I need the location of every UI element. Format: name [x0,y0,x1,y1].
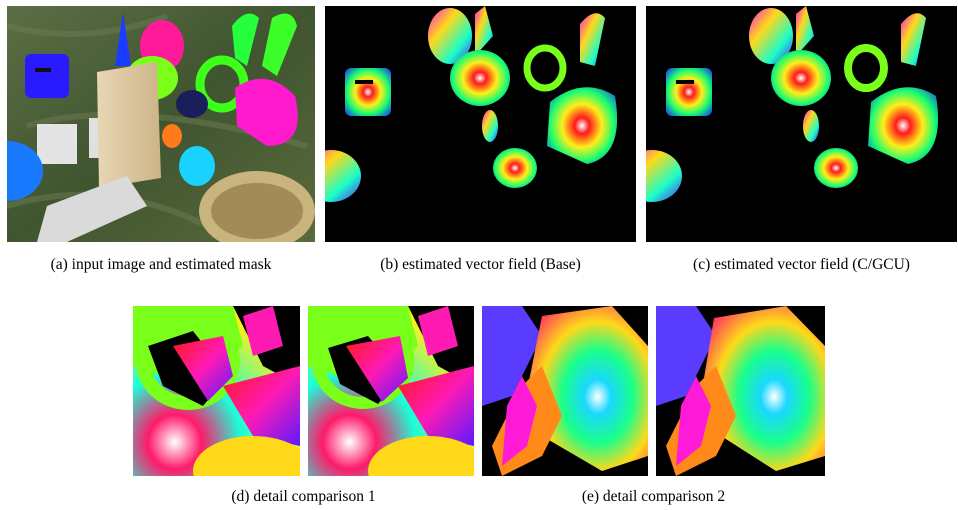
detail-crop-image [133,306,300,476]
detail-crop-image [482,306,648,476]
caption-c: (c) estimated vector field (C/GCU) [693,256,910,273]
detail-crop-image [656,306,825,476]
caption-a: (a) input image and estimated mask [50,256,272,273]
panel-a-input-image [7,6,315,242]
scene-image [7,6,315,242]
caption-b: (b) estimated vector field (Base) [380,256,581,273]
panel-e-detail-right [656,306,825,476]
caption-e: (e) detail comparison 2 [581,488,726,505]
vector-field-image [646,6,957,242]
panel-d-detail-right [308,306,474,476]
caption-d: (d) detail comparison 1 [231,488,376,505]
panel-d-detail-left [133,306,300,476]
panel-b-vector-field-base [325,6,636,242]
vector-field-image [325,6,636,242]
panel-c-vector-field-cgcu [646,6,957,242]
panel-e-detail-left [482,306,648,476]
detail-crop-image [308,306,474,476]
